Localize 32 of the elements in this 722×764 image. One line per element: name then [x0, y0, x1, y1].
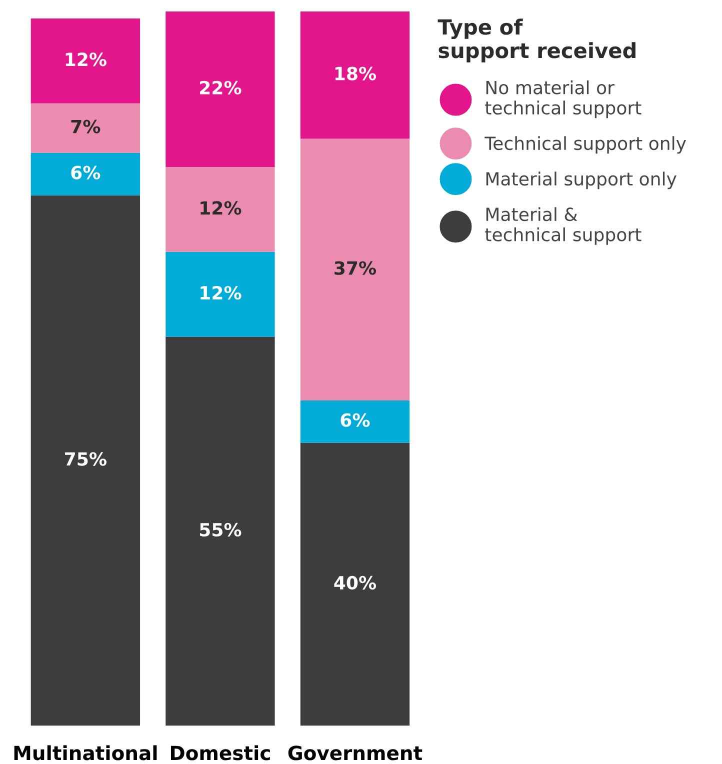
bar: [166, 167, 275, 252]
bar: [300, 400, 410, 443]
data-label: 7%: [71, 120, 100, 134]
legend-title: Type of support received: [438, 18, 636, 62]
bar: [300, 442, 410, 726]
bar: [30, 195, 140, 726]
data-label: 18%: [335, 66, 376, 80]
x-tick-label: Domestic: [170, 745, 270, 760]
bar: [166, 11, 275, 168]
bar: [166, 252, 275, 337]
bar: [300, 138, 410, 400]
data-label: 6%: [71, 166, 100, 180]
bar: [30, 18, 140, 104]
bar: [30, 103, 140, 153]
legend-label: No material or technical support: [485, 80, 642, 118]
legend-label: Material support only: [486, 172, 676, 190]
bar: [30, 152, 140, 196]
x-tick-label: Multinational: [14, 745, 157, 760]
data-label: 12%: [200, 201, 242, 215]
data-label: 12%: [66, 52, 106, 66]
data-label: 22%: [200, 80, 242, 94]
legend-label: Technical support only: [484, 136, 686, 154]
x-tick-label: Government: [288, 746, 422, 760]
data-label: 37%: [334, 261, 376, 275]
data-label: 40%: [334, 576, 376, 590]
bar: [166, 336, 275, 726]
bar: [300, 11, 410, 139]
data-label: 12%: [200, 286, 242, 300]
data-label: 6%: [340, 413, 370, 427]
legend-label: Material & technical support: [485, 207, 642, 245]
data-label: 55%: [200, 522, 242, 537]
data-label: 75%: [65, 452, 106, 466]
